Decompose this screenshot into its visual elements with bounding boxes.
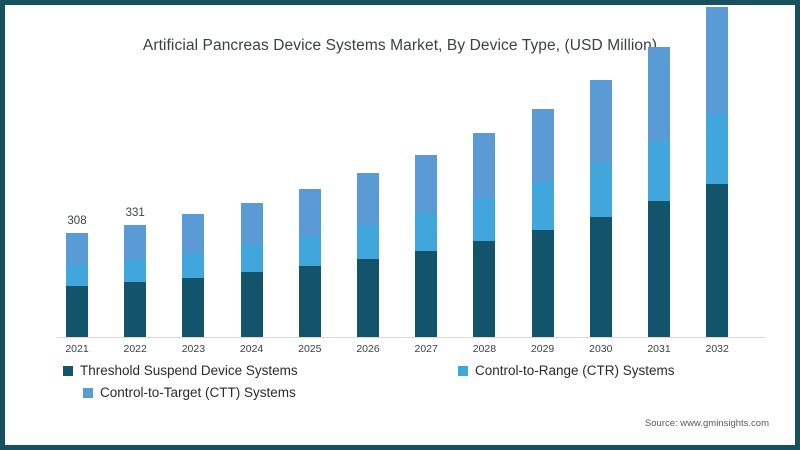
bar-segment-ctr — [124, 259, 147, 283]
bar-segment-ctr — [415, 213, 438, 251]
bar-segment-ctt — [66, 232, 88, 266]
bar-segment-tsd — [648, 201, 670, 338]
bar-segment-ctr — [648, 140, 670, 202]
bar-2023[interactable] — [182, 214, 205, 338]
bar-segment-ctt — [415, 155, 438, 214]
bar-segment-tsd — [473, 240, 496, 338]
legend-label: Threshold Suspend Device Systems — [80, 363, 298, 378]
legend-item-threshold-suspend-device-systems[interactable]: Threshold Suspend Device Systems — [63, 363, 298, 378]
bar-2024[interactable] — [240, 203, 263, 338]
x-axis-line — [57, 337, 765, 338]
bar-segment-tsd — [415, 250, 438, 338]
x-axis-tick-2032: 2032 — [705, 343, 729, 355]
legend-row-2: Control-to-Target (CTT) Systems — [63, 385, 763, 407]
bar-segment-ctt — [706, 7, 729, 115]
source-attribution: Source: www.gminsights.com — [644, 418, 769, 429]
bar-2021[interactable] — [66, 232, 88, 338]
chart-legend: Threshold Suspend Device Systems Control… — [63, 363, 763, 407]
x-axis-tick-2031: 2031 — [647, 343, 671, 355]
legend-swatch-icon — [63, 365, 73, 376]
bar-segment-tsd — [182, 277, 205, 338]
x-axis-tick-2022: 2022 — [123, 343, 147, 355]
x-axis-tick-2029: 2029 — [530, 343, 555, 355]
x-axis-tick-2026: 2026 — [356, 343, 380, 355]
bar-segment-ctt — [298, 189, 321, 236]
bar-segment-tsd — [298, 265, 321, 338]
legend-item-control-to-target-ctt-systems[interactable]: Control-to-Target (CTT) Systems — [83, 385, 296, 400]
bar-2030[interactable] — [589, 80, 612, 338]
legend-label: Control-to-Range (CTR) Systems — [475, 363, 675, 378]
bar-segment-ctt — [124, 225, 147, 260]
bar-segment-ctr — [473, 198, 496, 241]
bar-segment-ctt — [357, 173, 379, 226]
bar-value-label-2021: 308 — [67, 214, 87, 227]
bar-segment-ctr — [240, 245, 263, 273]
legend-swatch-icon — [83, 387, 93, 398]
chart-canvas: Artificial Pancreas Device Systems Marke… — [5, 5, 795, 445]
bar-2031[interactable] — [648, 46, 670, 338]
plot-area — [57, 7, 763, 338]
bar-2025[interactable] — [298, 189, 321, 338]
bar-value-label-2022: 331 — [125, 207, 145, 220]
bar-2029[interactable] — [531, 109, 554, 338]
bar-segment-ctt — [648, 46, 670, 141]
bar-2026[interactable] — [357, 173, 379, 338]
bar-2028[interactable] — [473, 133, 496, 338]
legend-label: Control-to-Target (CTT) Systems — [100, 385, 296, 400]
legend-row-1: Threshold Suspend Device Systems Control… — [63, 363, 763, 385]
bar-segment-ctr — [298, 235, 321, 266]
bar-2022[interactable] — [124, 225, 147, 338]
bar-segment-ctt — [473, 133, 496, 199]
bar-segment-ctr — [531, 182, 554, 230]
bar-segment-tsd — [66, 286, 88, 338]
x-axis-tick-2025: 2025 — [298, 343, 322, 355]
bar-segment-tsd — [706, 183, 729, 338]
bar-segment-tsd — [357, 258, 379, 338]
bar-segment-ctt — [182, 214, 205, 253]
x-axis-tick-2028: 2028 — [472, 343, 497, 355]
chart-title: Artificial Pancreas Device Systems Marke… — [142, 37, 658, 54]
bar-2027[interactable] — [415, 155, 438, 338]
bar-segment-tsd — [589, 216, 612, 338]
bar-segment-tsd — [240, 272, 263, 338]
x-axis-tick-2024: 2024 — [239, 343, 264, 355]
bar-segment-ctt — [589, 80, 612, 164]
bar-segment-tsd — [124, 282, 147, 338]
bar-segment-tsd — [531, 229, 554, 338]
bar-segment-ctr — [182, 252, 205, 278]
x-axis-tick-2023: 2023 — [181, 343, 206, 355]
bar-2032[interactable] — [706, 7, 729, 338]
bar-segment-ctr — [357, 225, 379, 259]
bar-segment-ctt — [240, 203, 263, 246]
legend-swatch-icon — [458, 365, 468, 376]
bar-segment-ctt — [531, 109, 554, 183]
x-axis-tick-2027: 2027 — [414, 343, 438, 355]
bar-segment-ctr — [706, 114, 729, 184]
x-axis-tick-2030: 2030 — [589, 343, 613, 355]
legend-item-control-to-range-ctr-systems[interactable]: Control-to-Range (CTR) Systems — [458, 363, 675, 378]
bar-segment-ctr — [66, 265, 88, 287]
bar-segment-ctr — [589, 163, 612, 217]
x-axis-tick-2021: 2021 — [65, 343, 89, 355]
